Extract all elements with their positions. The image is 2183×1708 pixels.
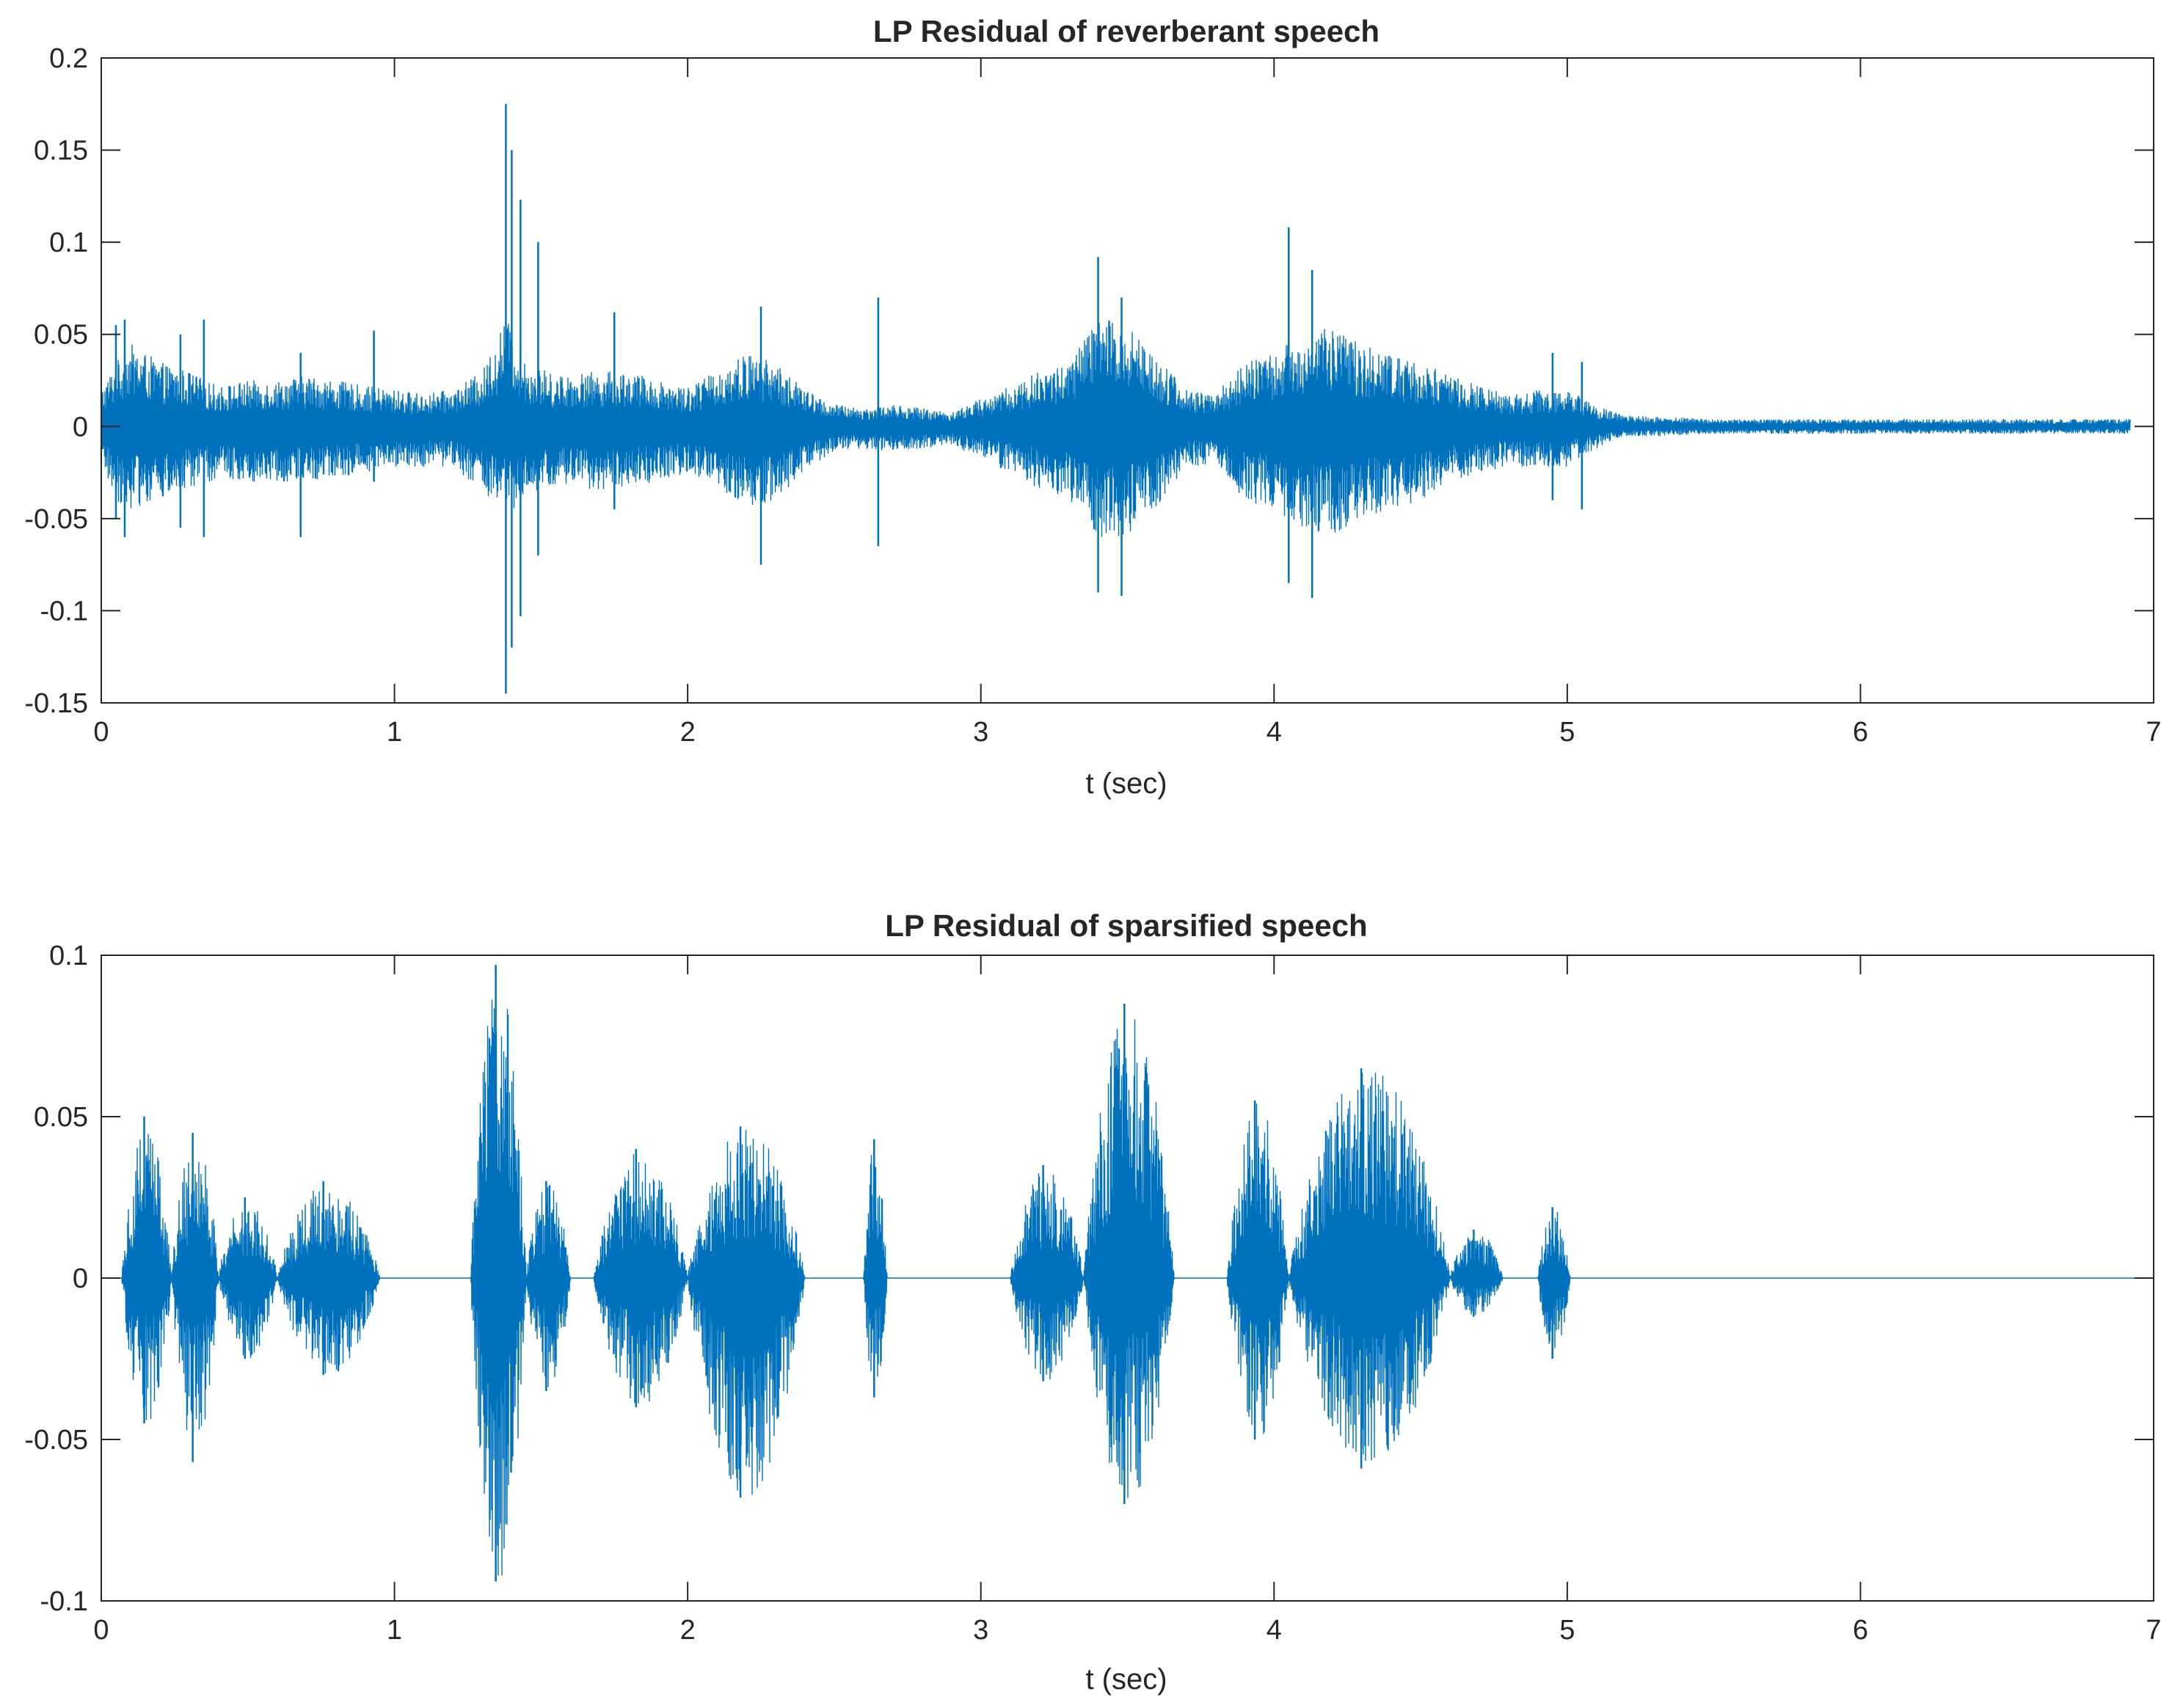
x-tick-label: 4 (1267, 1615, 1282, 1646)
y-tick-label: 0 (73, 412, 88, 442)
axes-box (101, 57, 2154, 704)
x-tick-label: 7 (2146, 1615, 2161, 1646)
chart-title: LP Residual of sparsified speech (885, 908, 1367, 943)
x-tick-label: 1 (387, 717, 402, 748)
y-tick-label: -0.15 (24, 688, 88, 719)
x-tick-label: 4 (1267, 717, 1282, 748)
plot-area (101, 103, 2131, 694)
x-tick-label: 6 (1853, 1615, 1868, 1646)
y-tick-label: 0.15 (34, 136, 88, 167)
chart-title: LP Residual of reverberant speech (873, 14, 1380, 48)
plot-area (101, 965, 2154, 1582)
series-line (101, 320, 2131, 537)
x-tick-label: 7 (2146, 717, 2161, 748)
axes-sparsified: LP Residual of sparsified speech t (sec)… (24, 908, 2161, 1696)
y-tick-label: 0 (73, 1263, 88, 1294)
x-tick-label: 5 (1559, 717, 1575, 748)
y-tick-label: -0.05 (24, 1425, 88, 1456)
x-tick-label: 5 (1559, 1615, 1575, 1646)
y-tick-label: 0.05 (34, 1102, 88, 1133)
y-tick-label: 0.05 (34, 320, 88, 351)
x-axis-label: t (sec) (1085, 767, 1167, 800)
x-tick-label: 0 (93, 717, 109, 748)
x-tick-label: 1 (387, 1615, 402, 1646)
x-tick-label: 3 (973, 1615, 988, 1646)
y-tick-label: -0.1 (40, 1586, 88, 1617)
x-tick-label: 0 (93, 1615, 109, 1646)
series-line (101, 999, 2154, 1576)
y-tick-label: 0.2 (49, 43, 88, 74)
y-tick-label: 0.1 (49, 227, 88, 258)
x-tick-label: 6 (1853, 717, 1868, 748)
x-axis-label: t (sec) (1085, 1663, 1167, 1696)
axes-reverberant: LP Residual of reverberant speech t (sec… (24, 14, 2161, 800)
x-tick-label: 2 (680, 1615, 696, 1646)
x-tick-label: 3 (973, 717, 988, 748)
x-tick-label: 2 (680, 717, 696, 748)
y-tick-label: -0.05 (24, 504, 88, 535)
y-tick-label: -0.1 (40, 596, 88, 627)
y-tick-label: 0.1 (49, 941, 88, 971)
